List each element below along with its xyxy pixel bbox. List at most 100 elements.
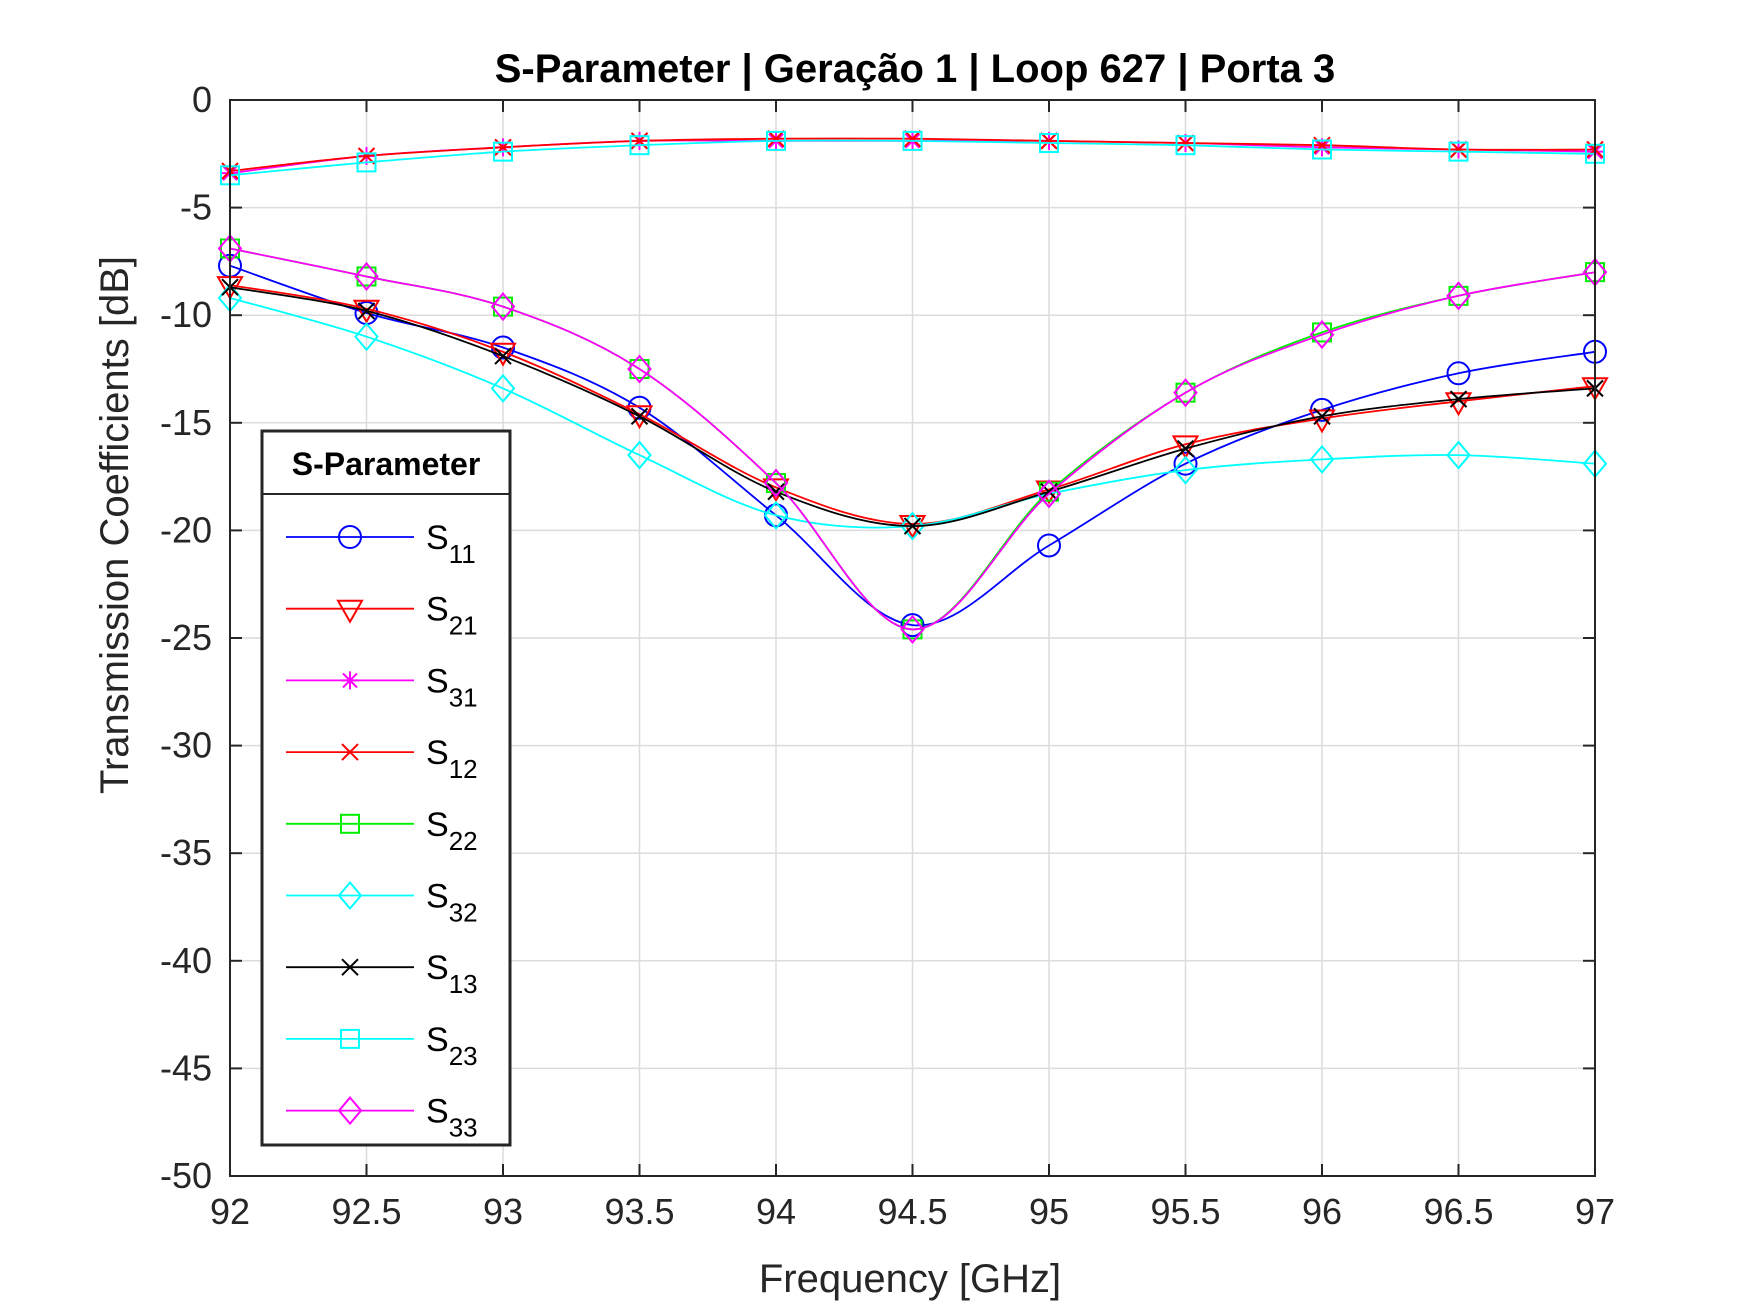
legend-entry-s21: S21: [286, 591, 478, 641]
series-line-s21: [229, 284, 1596, 525]
legend-label-main: S: [426, 591, 449, 629]
legend-marker: [338, 525, 362, 549]
legend-entry-s23: S23: [286, 1021, 478, 1071]
data-point-s21: [625, 405, 654, 430]
data-point-s23: [766, 130, 786, 151]
legend-marker: [336, 599, 364, 624]
marker-stroke: [1176, 134, 1195, 152]
legend-label: S33: [426, 1093, 478, 1143]
series-s23: [220, 130, 1605, 186]
series-s33: [217, 233, 1608, 644]
legend-label-main: S: [426, 1021, 449, 1059]
data-point-s22: [356, 266, 377, 287]
chart-title: S-Parameter | Geração 1 | Loop 627 | Por…: [495, 47, 1336, 91]
data-point-s11: [900, 613, 925, 638]
y-tick-label: -45: [160, 1047, 212, 1088]
legend-entry-s13: S13: [286, 949, 478, 999]
legend-marker: [337, 1096, 363, 1126]
data-point-s13: [767, 482, 785, 501]
marker-stroke: [767, 482, 785, 501]
marker-stroke: [1176, 439, 1195, 458]
marker-stroke: [903, 517, 922, 535]
marker-stroke: [630, 407, 649, 426]
y-tick-label: -10: [160, 294, 212, 335]
x-tick-label: 92: [210, 1191, 250, 1232]
series-s13: [221, 278, 1604, 535]
marker-stroke: [494, 347, 512, 365]
marker-stroke: [1314, 139, 1330, 156]
x-tick-label: 94: [756, 1191, 796, 1232]
legend-entry-s12: S12: [286, 734, 478, 784]
y-tick-label: -30: [160, 725, 212, 766]
marker-stroke: [1313, 407, 1331, 426]
legend-label-subscript: 13: [449, 969, 478, 999]
data-point-s13: [1449, 390, 1468, 408]
data-point-s32: [900, 511, 925, 541]
data-point-s22: [902, 619, 923, 640]
marker-stroke: [1040, 132, 1058, 150]
legend-label: S21: [426, 591, 478, 641]
legend-label-main: S: [426, 1093, 449, 1131]
legend-label-main: S: [426, 519, 449, 557]
data-point-s22: [629, 359, 650, 379]
series-line-s11: [229, 264, 1596, 627]
series-line-s33: [229, 247, 1596, 631]
data-point-s13: [630, 407, 649, 426]
x-tick-label: 93.5: [604, 1191, 674, 1232]
legend-marker: [341, 743, 359, 761]
legend-label: S32: [426, 878, 478, 928]
marker-stroke: [341, 743, 359, 761]
x-tick-label: 92.5: [331, 1191, 401, 1232]
legend-label: S12: [426, 734, 478, 784]
legend-label-main: S: [426, 949, 449, 987]
x-tick-label: 96: [1302, 1191, 1342, 1232]
y-tick-label: -25: [160, 617, 212, 658]
data-point-s21: [352, 299, 381, 324]
data-point-s11: [1173, 451, 1198, 476]
data-point-s23: [356, 152, 377, 173]
series-line-s23: [229, 139, 1596, 177]
legend-label-subscript: 23: [449, 1041, 478, 1071]
data-point-s12: [1040, 132, 1058, 150]
legend-label: S13: [426, 949, 478, 999]
data-point-s12: [767, 130, 785, 148]
y-axis-label: Transmission Coefficients [dB]: [93, 256, 137, 794]
data-point-s12: [903, 130, 922, 148]
legend-box: [260, 429, 512, 1147]
data-point-s12: [1176, 134, 1195, 152]
data-point-s33: [763, 468, 789, 498]
legend-label: S23: [426, 1021, 478, 1071]
data-point-s32: [1173, 455, 1198, 485]
data-point-s32: [763, 500, 789, 530]
y-tick-label: -35: [160, 832, 212, 873]
x-tick-label: 96.5: [1423, 1191, 1493, 1232]
data-point-s33: [900, 614, 925, 644]
legend-marker: [340, 1028, 360, 1049]
marker-stroke: [357, 147, 376, 165]
data-point-s23: [493, 141, 513, 162]
x-tick-label: 93: [483, 1191, 523, 1232]
data-point-s23: [1448, 141, 1469, 162]
legend-label-main: S: [426, 662, 449, 700]
data-point-s12: [1449, 140, 1468, 159]
legend-label-subscript: 22: [449, 826, 478, 856]
data-point-s32: [354, 322, 379, 352]
marker-stroke: [767, 130, 785, 148]
data-point-s23: [1175, 135, 1196, 156]
legend-label-subscript: 32: [449, 898, 478, 928]
data-point-s23: [629, 135, 650, 156]
legend-title: S-Parameter: [292, 446, 481, 482]
data-point-s13: [1176, 439, 1195, 458]
legend-label-subscript: 33: [449, 1113, 478, 1143]
data-point-s13: [357, 302, 376, 320]
marker-stroke: [357, 302, 376, 320]
legend-entry-s22: S22: [286, 806, 478, 856]
legend-label-subscript: 11: [449, 539, 476, 569]
y-tick-label: -40: [160, 940, 212, 981]
data-point-s13: [903, 517, 922, 535]
data-point-s23: [902, 130, 923, 151]
marker-stroke: [341, 958, 359, 976]
x-tick-label: 95.5: [1150, 1191, 1220, 1232]
x-axis-label: Frequency [GHz]: [759, 1257, 1061, 1301]
